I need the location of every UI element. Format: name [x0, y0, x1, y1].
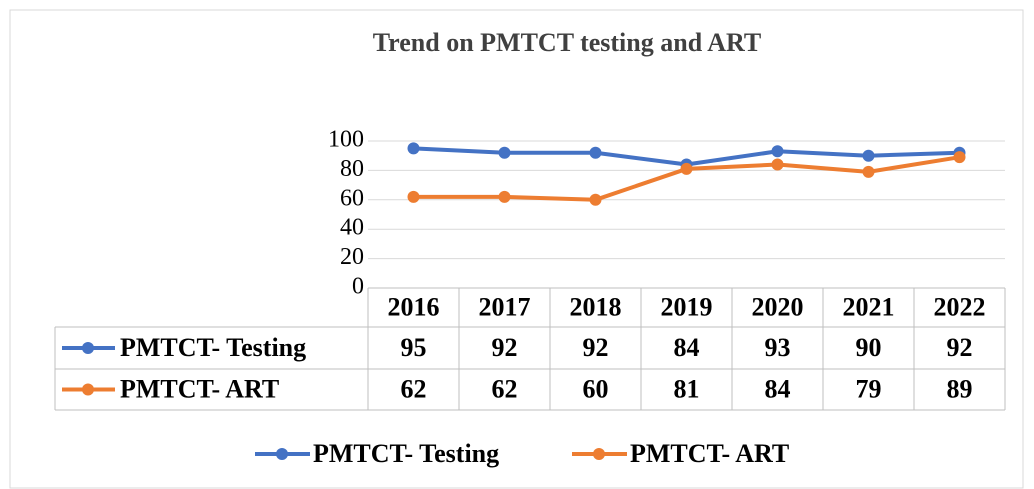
x-tick-label: 2022: [934, 292, 986, 321]
x-tick-label: 2019: [661, 292, 713, 321]
series-marker: [407, 142, 420, 155]
table-cell: 79: [856, 374, 882, 403]
series-marker: [407, 190, 420, 203]
table-row-label: PMTCT- Testing: [120, 333, 306, 362]
chart-border: [9, 9, 1024, 489]
series-marker: [862, 165, 875, 178]
table-cell: 93: [765, 333, 791, 362]
y-tick-label: 20: [340, 244, 364, 270]
table-cell: 60: [583, 374, 609, 403]
legend-key-marker: [593, 448, 605, 460]
chart-title: Trend on PMTCT testing and ART: [373, 28, 761, 57]
table-cell: 92: [492, 333, 518, 362]
table-cell: 62: [492, 374, 518, 403]
table-legend-key-marker: [82, 383, 94, 396]
series-marker: [589, 146, 602, 159]
table-cell: 84: [674, 333, 700, 362]
x-tick-label: 2021: [843, 292, 895, 321]
legend-label: PMTCT- ART: [630, 439, 789, 468]
series-marker: [953, 151, 966, 164]
y-tick-label: 80: [340, 156, 364, 182]
table-cell: 90: [856, 333, 882, 362]
legend-key-marker: [276, 448, 288, 460]
table-cell: 89: [947, 374, 973, 403]
table-cell: 95: [401, 333, 427, 362]
series-marker: [589, 193, 602, 206]
series-marker: [680, 162, 693, 175]
series-marker: [498, 146, 511, 159]
series-marker: [498, 190, 511, 203]
series-marker: [771, 158, 784, 171]
x-tick-label: 2017: [479, 292, 531, 321]
x-tick-label: 2016: [388, 292, 440, 321]
table-row-label: PMTCT- ART: [120, 374, 279, 403]
y-tick-label: 40: [340, 215, 364, 241]
series-marker: [771, 145, 784, 158]
series-marker: [862, 149, 875, 162]
x-tick-label: 2018: [570, 292, 622, 321]
table-legend-key-marker: [82, 342, 94, 354]
table-cell: 81: [674, 374, 700, 403]
table-cell: 84: [765, 374, 791, 403]
y-tick-label: 60: [340, 185, 364, 211]
y-tick-label: 0: [352, 274, 364, 300]
y-tick-label: 100: [328, 127, 364, 153]
table-cell: 92: [947, 333, 973, 362]
x-tick-label: 2020: [752, 292, 804, 321]
legend-label: PMTCT- Testing: [313, 439, 499, 468]
table-cell: 62: [401, 374, 427, 403]
table-cell: 92: [583, 333, 609, 362]
